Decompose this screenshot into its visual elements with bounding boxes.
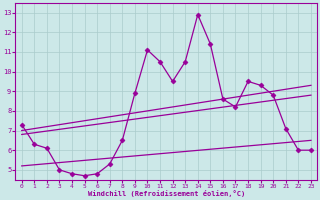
X-axis label: Windchill (Refroidissement éolien,°C): Windchill (Refroidissement éolien,°C): [88, 190, 245, 197]
